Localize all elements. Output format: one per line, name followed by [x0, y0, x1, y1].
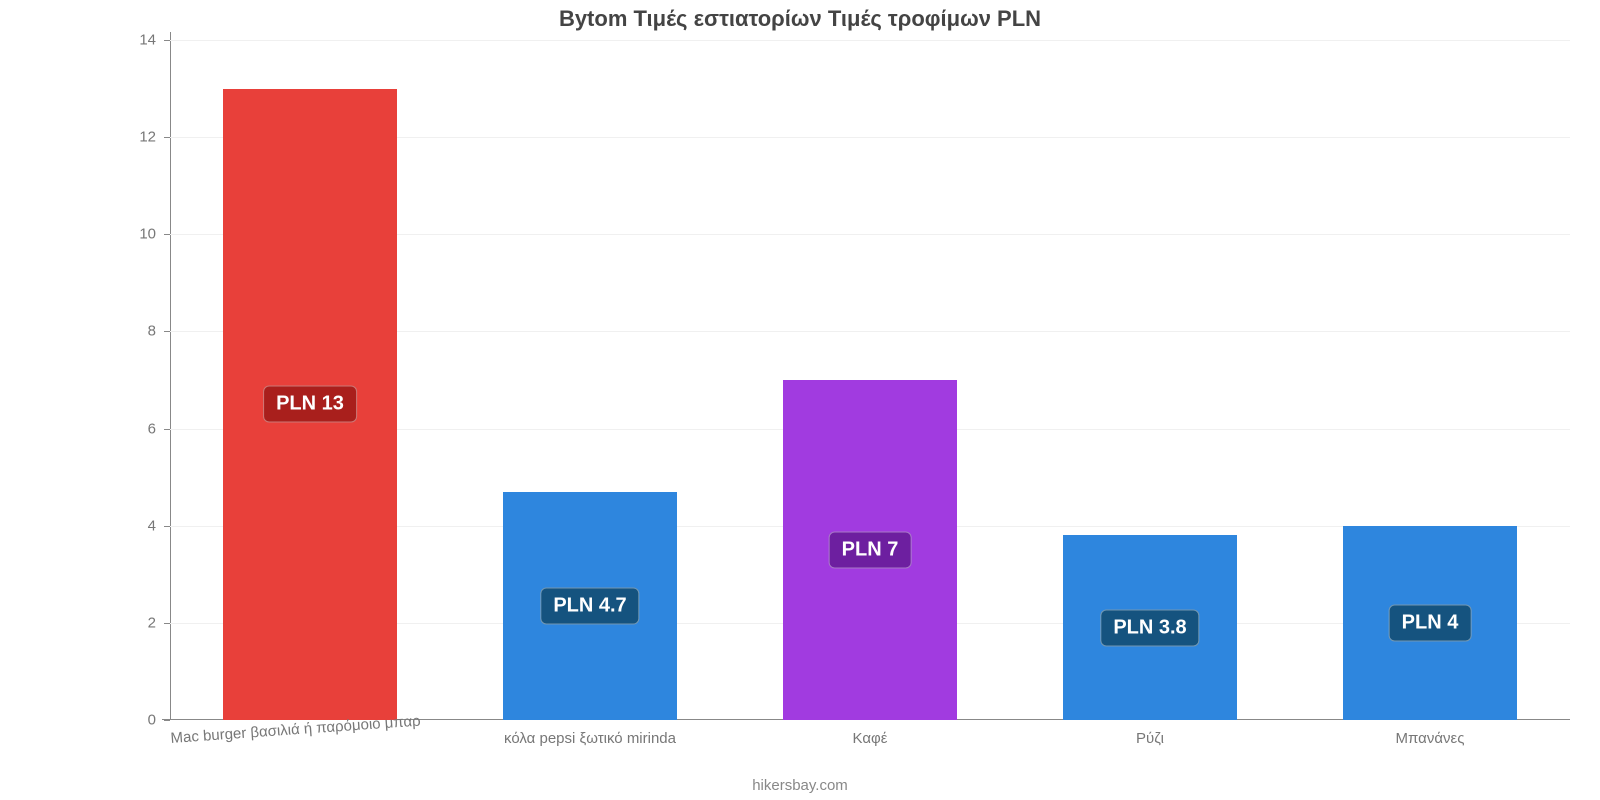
ytick-mark	[164, 623, 170, 624]
bar-value-label: PLN 7	[829, 532, 912, 569]
xtick-label: Ρύζι	[1136, 730, 1164, 747]
ytick-mark	[164, 137, 170, 138]
ytick-label: 2	[148, 614, 156, 631]
ytick-mark	[164, 234, 170, 235]
bar-value-label: PLN 13	[263, 386, 357, 423]
bar-value-label: PLN 3.8	[1100, 609, 1199, 646]
xtick-label: Καφέ	[853, 730, 888, 747]
ytick-label: 4	[148, 517, 156, 534]
ytick-label: 6	[148, 420, 156, 437]
ytick-mark	[164, 40, 170, 41]
chart-title: Bytom Τιμές εστιατορίων Τιμές τροφίμων P…	[0, 6, 1600, 32]
ytick-mark	[164, 331, 170, 332]
chart-container: Bytom Τιμές εστιατορίων Τιμές τροφίμων P…	[0, 0, 1600, 800]
bar-value-label: PLN 4	[1389, 604, 1472, 641]
ytick-label: 14	[139, 32, 156, 49]
ytick-label: 0	[148, 712, 156, 729]
xtick-label: κόλα pepsi ξωτικό mirinda	[504, 730, 676, 747]
attribution-text: hikersbay.com	[0, 777, 1600, 794]
ytick-mark	[164, 720, 170, 721]
ytick-label: 12	[139, 129, 156, 146]
xtick-label: Μπανάνες	[1396, 730, 1465, 747]
ytick-mark	[164, 526, 170, 527]
gridline	[170, 40, 1570, 41]
plot-area: 02468101214PLN 13Mac burger βασιλιά ή πα…	[170, 40, 1570, 720]
ytick-mark	[164, 429, 170, 430]
y-axis-line	[170, 32, 171, 720]
ytick-label: 8	[148, 323, 156, 340]
bar-value-label: PLN 4.7	[540, 587, 639, 624]
ytick-label: 10	[139, 226, 156, 243]
